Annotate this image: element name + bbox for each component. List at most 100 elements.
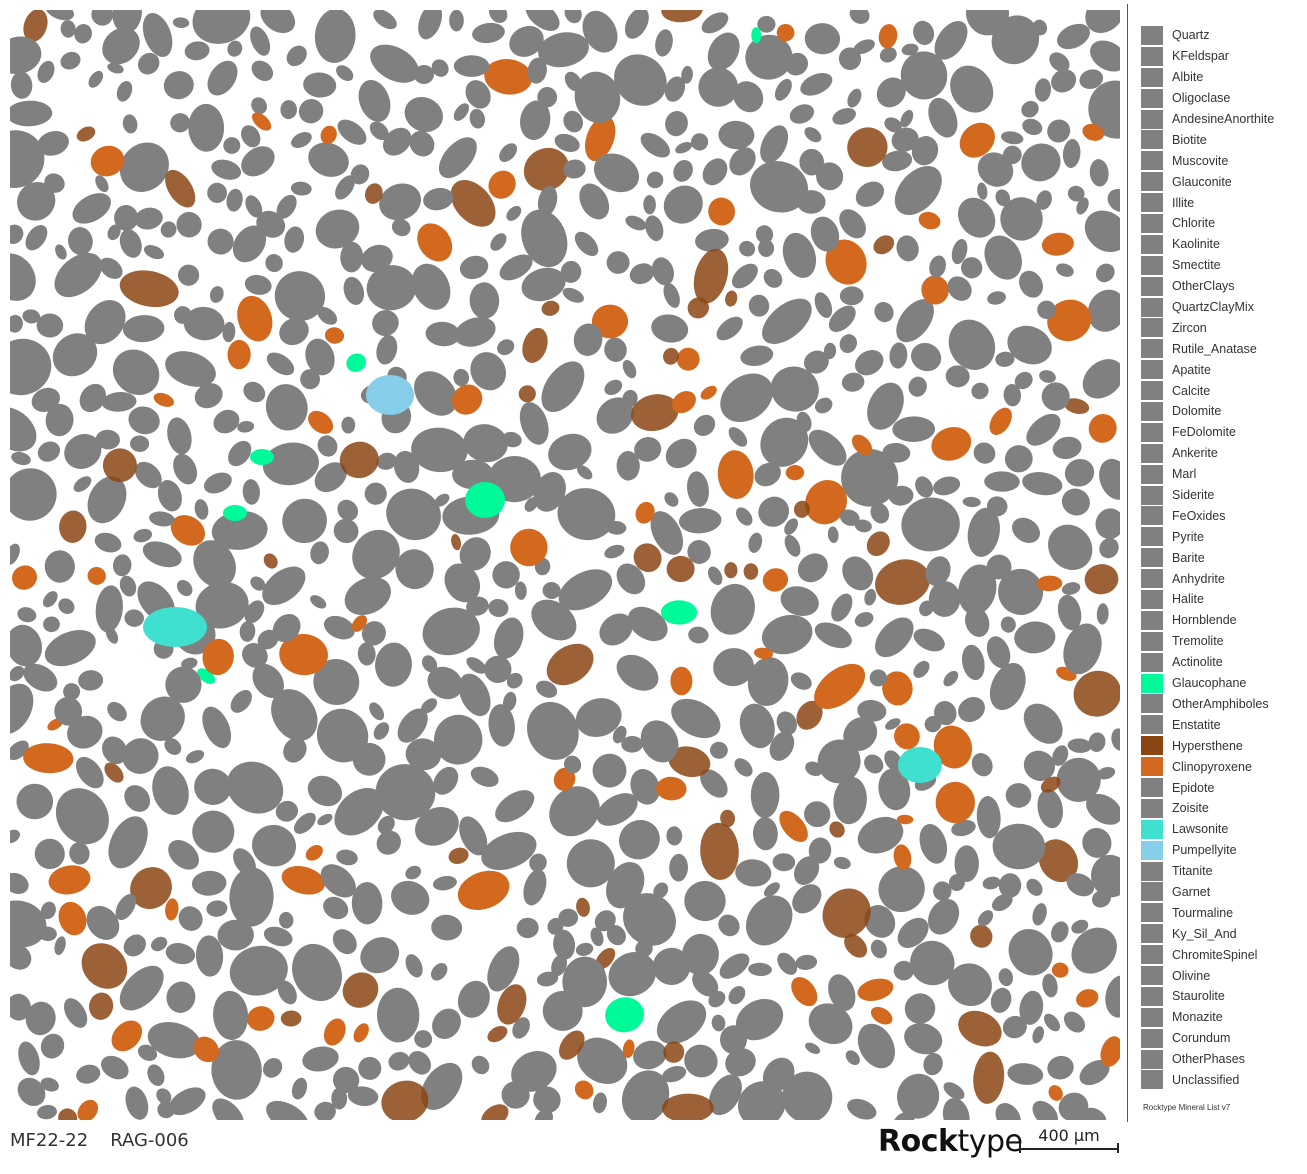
mineral-grain: [828, 974, 856, 1011]
mineral-grain: [488, 704, 515, 747]
mineral-grain: [814, 622, 852, 649]
mineral-grain: [1087, 289, 1120, 332]
mineral-grain: [893, 1111, 916, 1120]
mineral-grain: [534, 1109, 553, 1120]
mineral-grain: [538, 32, 589, 68]
mineral-grain: [244, 274, 272, 295]
legend-label: KFeldspar: [1172, 49, 1229, 64]
mineral-grain: [194, 768, 232, 806]
mineral-grain: [1026, 878, 1043, 896]
legend-item: Glaucophane: [1141, 673, 1307, 694]
mineral-grain: [147, 1064, 165, 1086]
mineral-grain: [731, 263, 758, 289]
legend-item: QuartzClayMix: [1141, 297, 1307, 318]
mineral-grain: [839, 334, 857, 354]
mineral-grain: [918, 211, 941, 230]
mineral-grain: [631, 394, 679, 432]
mineral-grain: [470, 352, 507, 391]
mineral-grain: [128, 406, 160, 435]
mineral-grain: [1063, 1011, 1086, 1033]
mineral-grain: [910, 342, 942, 372]
legend-label: Epidote: [1172, 780, 1215, 795]
mineral-grain: [1021, 143, 1061, 182]
mineral-grain: [226, 188, 243, 212]
mineral-grain: [212, 1098, 245, 1120]
legend-label: Apatite: [1172, 362, 1211, 377]
mineral-grain: [230, 689, 252, 713]
mineral-grain: [344, 576, 391, 616]
mineral-grain: [574, 71, 621, 123]
mineral-grain: [934, 20, 968, 60]
mineral-grain: [796, 190, 826, 214]
mineral-grain: [857, 816, 904, 854]
mineral-grain: [520, 100, 551, 141]
mineral-grain: [853, 39, 875, 55]
mineral-grain: [481, 1104, 509, 1120]
mineral-grain: [692, 970, 719, 997]
mineral-grain: [391, 880, 430, 915]
mineral-grain: [527, 701, 579, 760]
mineral-grain: [77, 1099, 99, 1120]
mineral-grain: [211, 1040, 262, 1100]
mineral-grain: [276, 194, 297, 219]
mineral-grain: [942, 1097, 970, 1120]
mineral-grain: [754, 647, 773, 659]
mineral-grain: [178, 906, 203, 931]
mineral-map: [10, 10, 1120, 1120]
legend-swatch: [1141, 25, 1163, 45]
mineral-grain: [108, 816, 148, 869]
mineral-grain: [449, 10, 464, 32]
mineral-grain: [523, 147, 570, 191]
legend-swatch: [1141, 715, 1163, 735]
legend-label: Rutile_Anatase: [1172, 341, 1257, 356]
mineral-grain: [422, 655, 438, 673]
mineral-grain: [1111, 728, 1120, 751]
legend-swatch: [1141, 130, 1163, 150]
mineral-grain: [1051, 69, 1077, 93]
mineral-grain: [1056, 263, 1074, 277]
legend-swatch: [1141, 1070, 1163, 1090]
mineral-grain: [427, 666, 463, 700]
mineral-grain: [229, 867, 274, 927]
mineral-grain: [987, 291, 1006, 305]
mineral-grain: [142, 13, 173, 57]
mineral-grain: [10, 872, 29, 894]
mineral-grain: [701, 12, 729, 34]
mineral-grain: [10, 224, 24, 244]
mineral-grain: [957, 197, 996, 238]
mineral-grain: [1032, 1100, 1058, 1120]
mineral-grain: [564, 71, 582, 92]
mineral-grain: [431, 59, 449, 77]
mineral-grain: [310, 541, 329, 565]
mineral-grain: [548, 433, 592, 471]
mineral-grain: [104, 762, 124, 783]
mineral-grain: [911, 136, 939, 166]
mineral-grain: [260, 10, 296, 34]
mineral-grain: [669, 853, 689, 882]
mineral-grain: [421, 698, 438, 714]
mineral-grain: [656, 1000, 707, 1045]
mineral-grain: [386, 488, 441, 541]
mineral-grain: [847, 127, 888, 168]
mineral-grain: [698, 67, 738, 107]
mineral-grain: [645, 215, 664, 242]
legend-divider: [1127, 4, 1128, 1122]
mineral-grain: [804, 801, 831, 828]
mineral-grain: [278, 911, 294, 929]
mineral-grain: [405, 738, 442, 771]
mineral-grain: [693, 414, 716, 437]
mineral-grain: [876, 77, 906, 108]
mineral-grain: [457, 980, 490, 1018]
mineral-grain: [735, 507, 753, 526]
mineral-grain: [772, 853, 796, 872]
mineral-grain: [739, 240, 756, 257]
mineral-grain: [358, 79, 391, 122]
mineral-grain: [913, 628, 945, 652]
mineral-grain: [1000, 197, 1043, 241]
legend-label: QuartzClayMix: [1172, 300, 1254, 315]
mineral-grain: [373, 722, 390, 740]
mineral-grain: [239, 621, 256, 642]
mineral-grain: [376, 830, 401, 855]
mineral-grain: [232, 225, 267, 263]
mineral-grain: [827, 526, 839, 543]
